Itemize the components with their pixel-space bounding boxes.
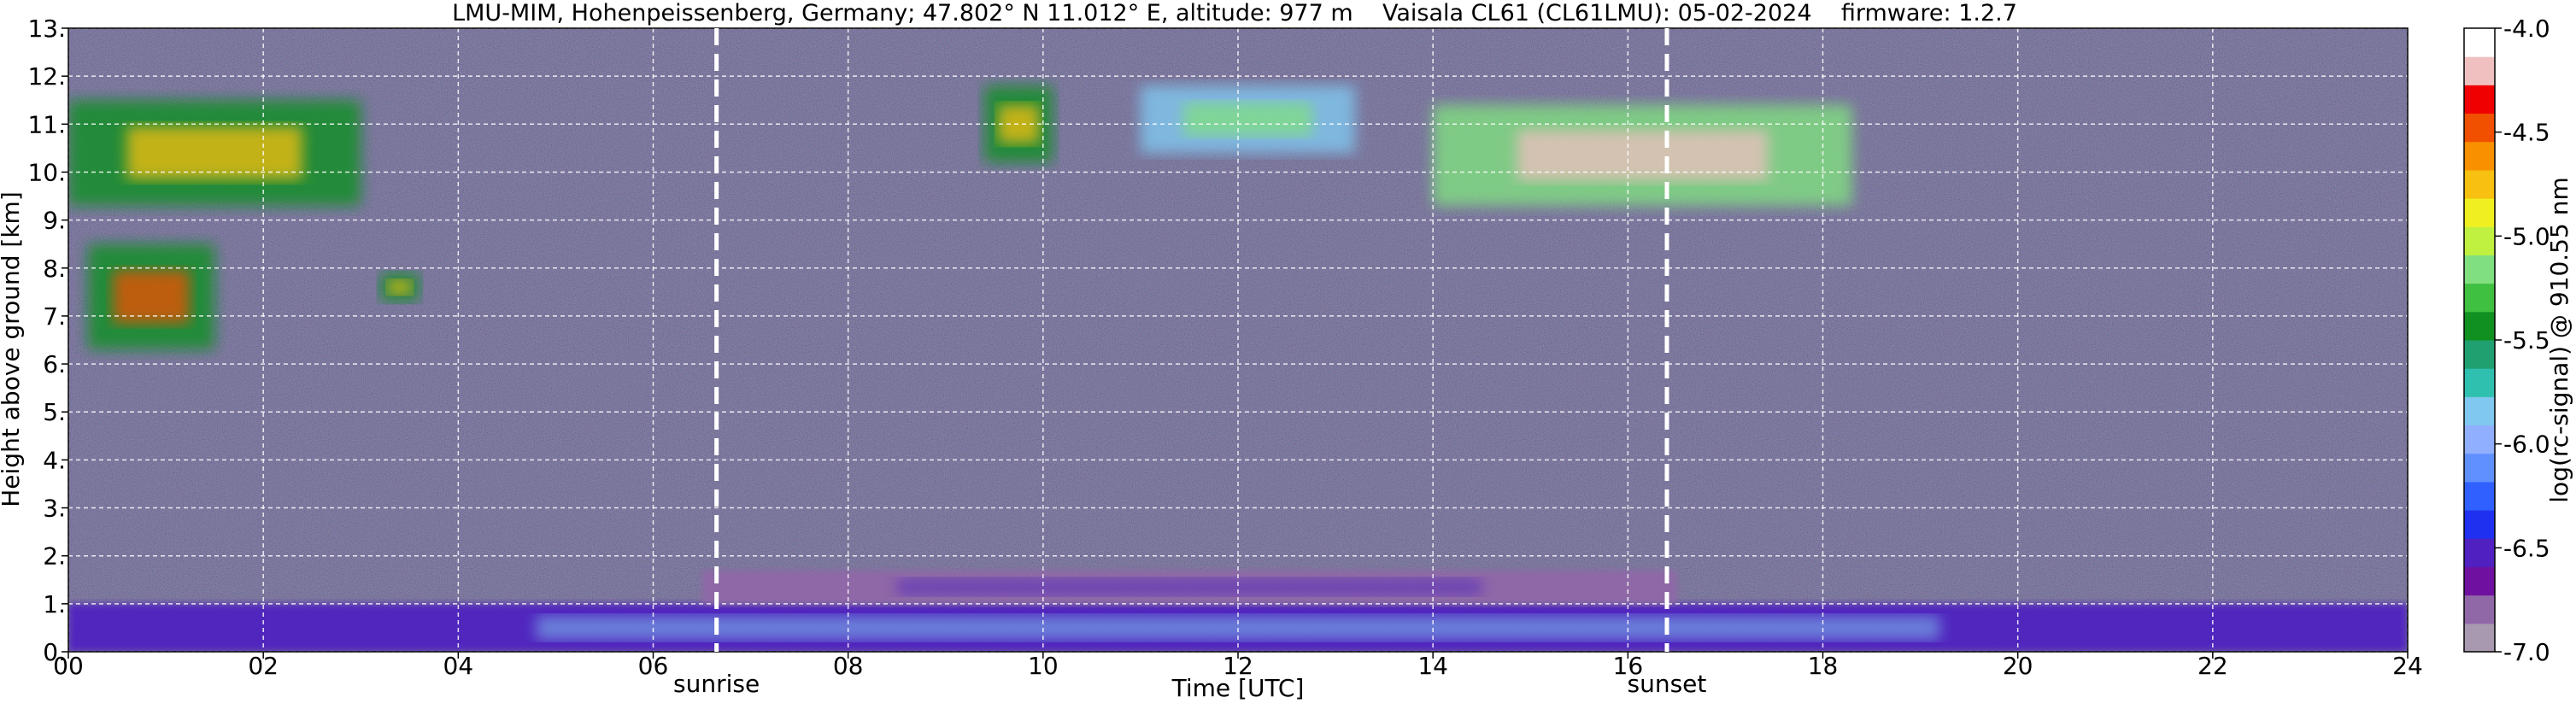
x-tick-label: 20 <box>2003 652 2033 680</box>
colorbar-segment <box>2464 481 2495 511</box>
colorbar-segment <box>2464 425 2495 454</box>
colorbar-segment <box>2464 283 2495 313</box>
x-tick-label: 06 <box>638 652 669 680</box>
colorbar-tick-label: -6.5 <box>2503 534 2550 562</box>
colorbar-segment <box>2464 255 2495 284</box>
colorbar-segment <box>2464 113 2495 143</box>
colorbar-segment <box>2464 56 2495 85</box>
x-tick-label: 24 <box>2392 652 2423 680</box>
feature-cirrus <box>1140 85 1355 153</box>
x-tick-label: 04 <box>443 652 474 680</box>
colorbar-segment <box>2464 566 2495 596</box>
y-tick-label: 4. <box>43 446 66 474</box>
annotation-lines <box>714 28 1669 652</box>
x-tick-label: 16 <box>1613 652 1644 680</box>
annotation-labels: sunrise sunset <box>673 670 1706 698</box>
colorbar-segment <box>2464 226 2495 255</box>
colorbar-segment <box>2464 453 2495 483</box>
x-axis: 00 02 04 06 08 10 12 14 16 18 20 22 24 <box>53 652 2423 680</box>
colorbar-segment <box>2464 311 2495 341</box>
colorbar-segment <box>2464 510 2495 539</box>
y-tick-label: 2. <box>43 542 66 571</box>
x-tick-label: 10 <box>1028 652 1059 680</box>
x-tick-label: 14 <box>1417 652 1448 680</box>
colorbar-tick-label: -4.5 <box>2503 119 2550 147</box>
colorbar-label: log(rc-signal) @ 910.55 nm <box>2545 177 2573 502</box>
colorbar-segment <box>2464 368 2495 397</box>
y-tick-label: 1. <box>43 590 66 618</box>
annotation-label-sunrise: sunrise <box>673 670 760 698</box>
colorbar-tick-label: -7.0 <box>2503 638 2550 666</box>
y-tick-label: 9. <box>43 207 66 235</box>
y-tick-label: 5. <box>43 398 66 426</box>
colorbar: -7.0 -6.5 -6.0 -5.5 -5.0 -4.5 -4.0 <box>2463 15 2550 666</box>
y-tick-label: 10. <box>27 158 66 186</box>
annotation-label-sunset: sunset <box>1628 670 1707 698</box>
colorbar-segment <box>2464 198 2495 227</box>
y-tick-label: 3. <box>43 495 66 523</box>
colorbar-segment <box>2464 85 2495 114</box>
colorbar-segment <box>2464 538 2495 567</box>
colorbar-tick-label: -6.0 <box>2503 431 2550 459</box>
x-tick-label: 02 <box>248 652 279 680</box>
y-tick-label: 13. <box>27 15 66 43</box>
x-axis-label: Time [UTC] <box>1171 674 1305 702</box>
colorbar-segment <box>2464 623 2495 653</box>
y-axis-label: Height above ground [km] <box>0 191 25 507</box>
colorbar-segment <box>2464 595 2495 624</box>
y-axis: 0. 1. 2. 3. 4. 5. 6. 7. 8. 9. 10. 11. 12. 13. <box>27 15 68 666</box>
colorbar-segment <box>2464 396 2495 426</box>
y-tick-label: 0. <box>43 638 66 666</box>
heatmap-features <box>68 85 2408 652</box>
colorbar-segment <box>2464 169 2495 199</box>
feature-cirrus <box>1433 104 1852 206</box>
y-tick-label: 8. <box>43 255 66 283</box>
chart-title: LMU-MIM, Hohenpeissenberg, Germany; 47.8… <box>452 0 2017 26</box>
colorbar-tick-label: -4.0 <box>2503 15 2550 43</box>
y-tick-label: 7. <box>43 302 66 331</box>
x-tick-label: 00 <box>53 652 84 680</box>
y-tick-label: 6. <box>43 350 66 378</box>
y-tick-label: 12. <box>27 62 66 91</box>
feature-low-cloud <box>87 243 215 350</box>
colorbar-segment <box>2464 340 2495 369</box>
colorbar-segment <box>2464 141 2495 171</box>
x-tick-label: 18 <box>1808 652 1839 680</box>
feature-cirrus <box>68 100 361 206</box>
colorbar-tick-label: -5.0 <box>2503 222 2550 250</box>
x-tick-label: 08 <box>833 652 864 680</box>
colorbar-segment <box>2464 28 2495 57</box>
x-tick-label: 22 <box>2198 652 2228 680</box>
y-tick-label: 11. <box>27 110 66 138</box>
colorbar-tick-label: -5.5 <box>2503 326 2550 354</box>
feature-low-cloud <box>380 272 420 302</box>
x-tick-label: 12 <box>1223 652 1253 680</box>
